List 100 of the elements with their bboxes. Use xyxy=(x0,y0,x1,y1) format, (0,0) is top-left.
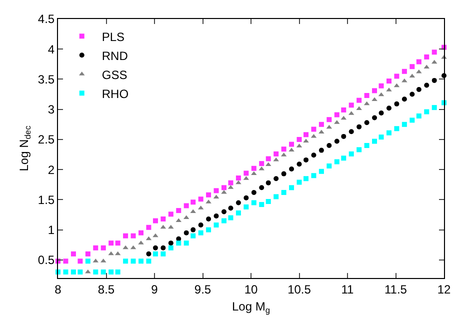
point xyxy=(100,245,106,250)
point xyxy=(152,245,158,250)
y-tick-label: 2.5 xyxy=(38,132,55,147)
point xyxy=(311,152,316,158)
point xyxy=(334,112,340,118)
point xyxy=(394,74,400,79)
point xyxy=(341,134,346,139)
point xyxy=(160,251,166,256)
point xyxy=(251,171,257,176)
point xyxy=(402,96,407,102)
point xyxy=(304,132,309,138)
x-tick-label: 8.5 xyxy=(98,282,115,296)
point xyxy=(63,258,68,264)
point xyxy=(364,120,370,126)
point xyxy=(378,134,384,140)
point xyxy=(130,233,136,238)
x-axis-title: Log M$_{g}$ xyxy=(232,299,270,315)
point xyxy=(348,151,354,156)
y-tick-label: 0.5 xyxy=(38,253,55,268)
y-tick-label: 3.5 xyxy=(38,72,55,86)
point xyxy=(184,240,189,246)
point xyxy=(326,117,332,122)
point xyxy=(198,196,204,202)
point xyxy=(228,215,234,220)
point xyxy=(378,110,384,116)
point xyxy=(311,126,316,132)
y-tick-label: 2 xyxy=(48,162,55,177)
point xyxy=(266,180,271,186)
point xyxy=(289,166,294,172)
point xyxy=(296,180,302,185)
point xyxy=(432,50,437,55)
point xyxy=(190,233,196,238)
point xyxy=(372,115,378,120)
point xyxy=(266,156,271,162)
point xyxy=(274,176,279,182)
legend-label: RND xyxy=(102,48,128,63)
point xyxy=(198,222,204,228)
point xyxy=(146,258,152,264)
point xyxy=(394,101,400,106)
point xyxy=(274,151,279,156)
point xyxy=(304,157,309,162)
point xyxy=(63,269,68,274)
point xyxy=(244,170,249,176)
point xyxy=(78,269,83,274)
point xyxy=(176,208,182,214)
point xyxy=(296,136,302,142)
point xyxy=(402,68,407,74)
x-tick-label: 12 xyxy=(437,282,451,296)
point xyxy=(236,176,241,181)
point xyxy=(318,148,324,153)
point xyxy=(190,227,196,232)
point xyxy=(184,230,189,236)
point xyxy=(289,185,294,190)
point xyxy=(152,218,158,224)
point xyxy=(122,245,128,250)
legend-label: GSS xyxy=(102,68,128,82)
point xyxy=(311,173,316,178)
point xyxy=(152,251,158,256)
point xyxy=(146,251,152,256)
x-tick-label: 11.5 xyxy=(384,282,408,296)
point xyxy=(372,88,378,94)
point xyxy=(296,162,302,167)
point xyxy=(364,93,370,98)
point xyxy=(206,227,212,232)
legend-label: RHO xyxy=(102,86,129,101)
point xyxy=(146,224,152,230)
point xyxy=(168,240,174,246)
point xyxy=(168,245,174,250)
point xyxy=(138,230,144,236)
point xyxy=(70,269,76,274)
y-tick-label: 1.5 xyxy=(38,192,55,207)
point xyxy=(356,124,362,130)
point xyxy=(152,233,158,238)
point xyxy=(410,118,415,123)
point xyxy=(394,126,400,132)
point xyxy=(206,192,212,198)
point xyxy=(303,138,309,143)
point xyxy=(251,166,256,171)
point xyxy=(326,163,332,168)
point xyxy=(123,233,128,238)
point xyxy=(318,168,324,174)
point xyxy=(93,245,98,250)
y-tick-label: 3 xyxy=(48,102,55,117)
point xyxy=(386,78,392,84)
point xyxy=(266,199,271,204)
point xyxy=(410,92,415,97)
point xyxy=(364,142,370,148)
point xyxy=(281,190,286,195)
point xyxy=(221,209,226,214)
point xyxy=(432,105,437,110)
point xyxy=(348,102,354,108)
x-tick-label: 11 xyxy=(341,282,354,296)
point xyxy=(160,216,166,222)
point xyxy=(184,203,189,208)
point xyxy=(221,185,226,190)
point xyxy=(274,194,279,200)
point xyxy=(78,258,83,264)
x-tick-label: 8 xyxy=(54,282,62,296)
point xyxy=(348,129,354,134)
point xyxy=(378,83,384,88)
